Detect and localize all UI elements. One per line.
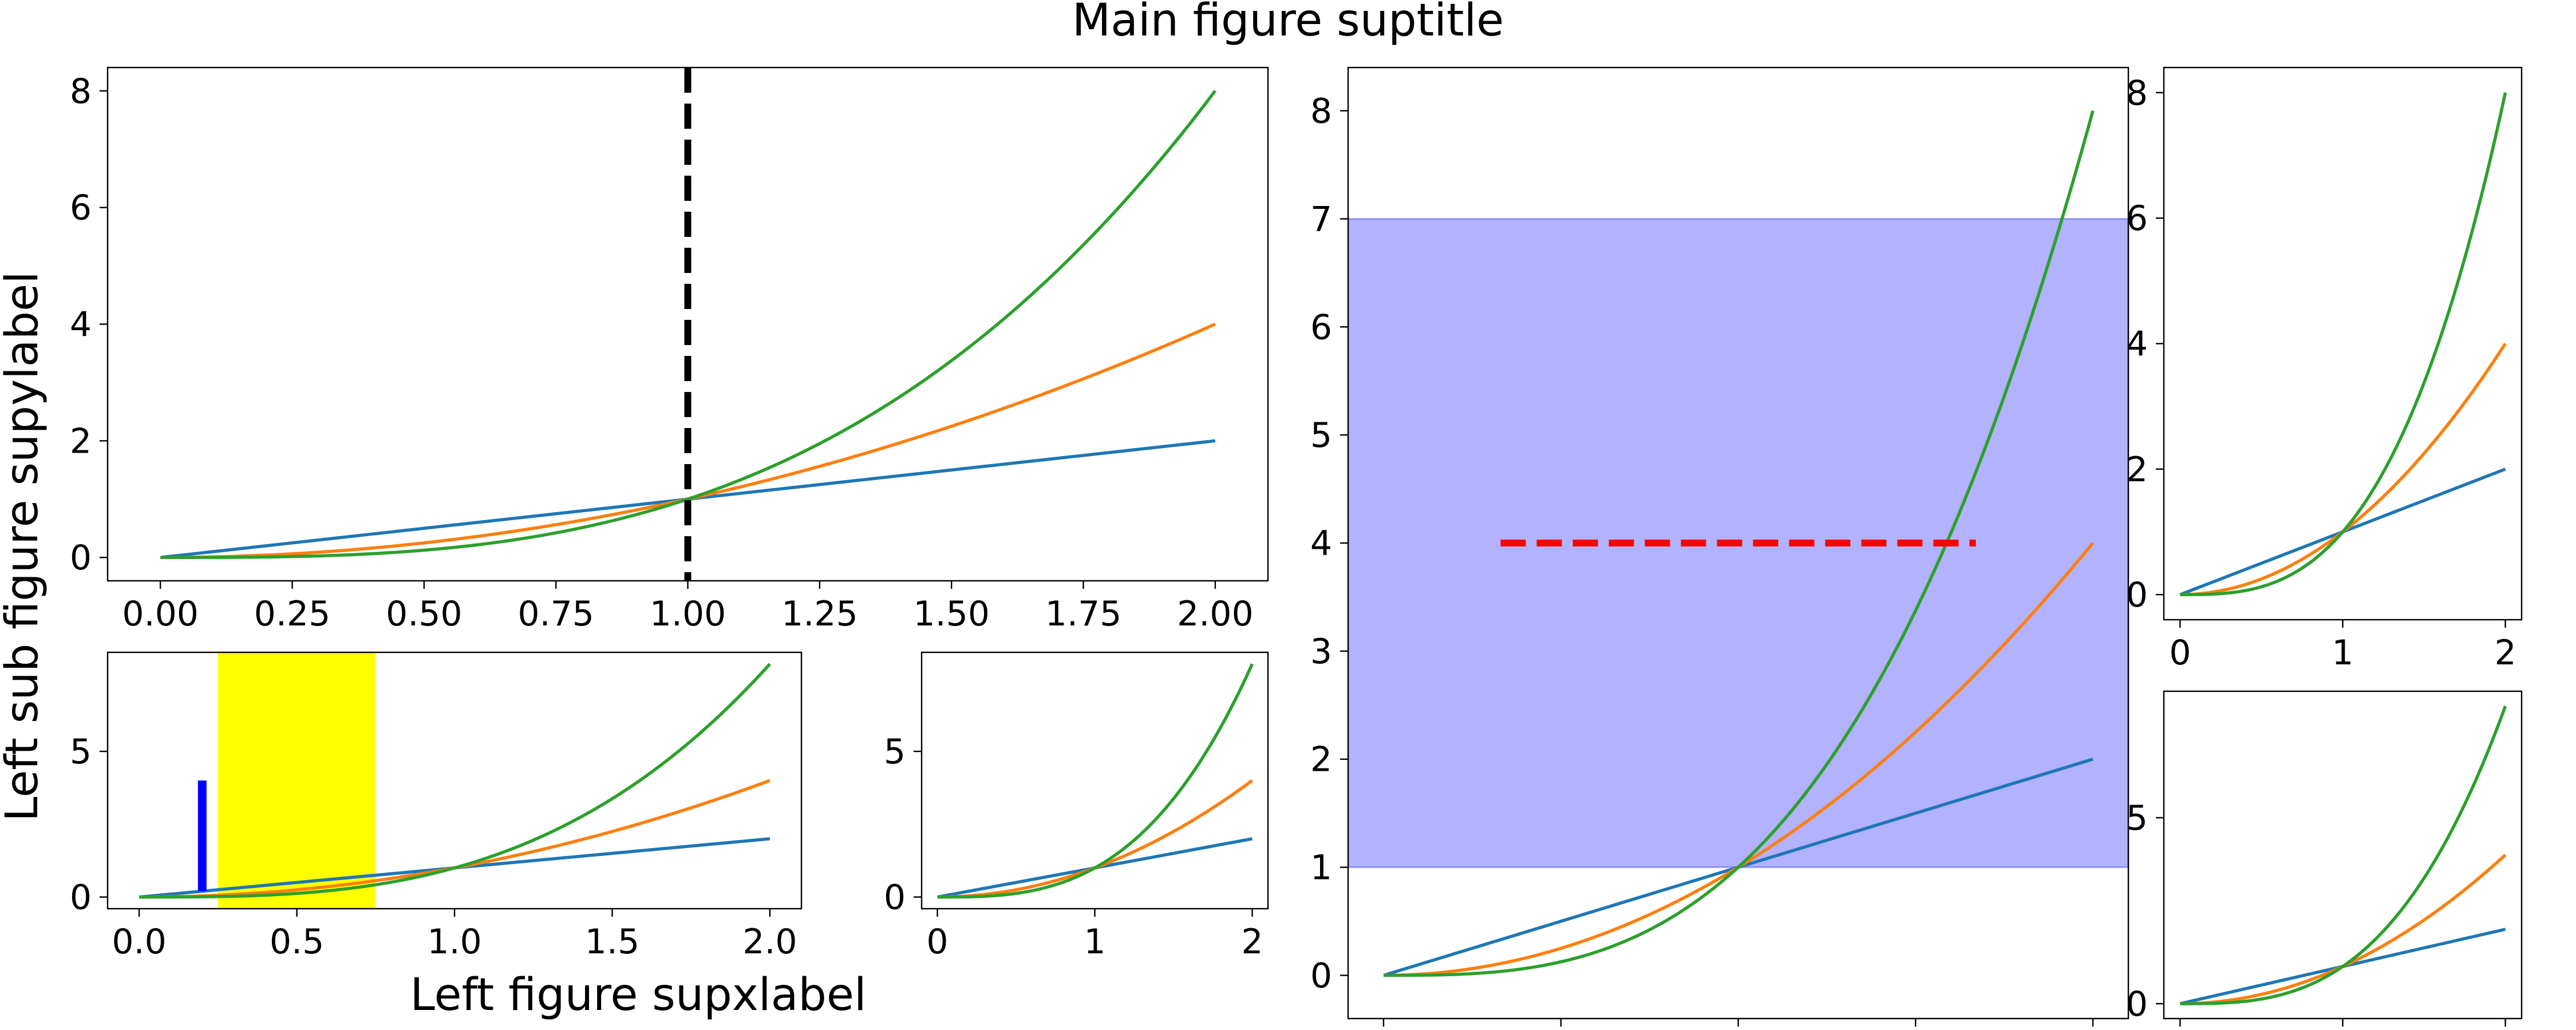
x-tick-label: 0.75 [517, 594, 594, 634]
axes-left_bottom_left: 0.0 0.5 1.0 1.5 2.0 0 5 [70, 651, 803, 962]
y-tick-label: 5 [1310, 415, 1332, 455]
axes-frame [2163, 690, 2523, 1020]
y-tick-label: 0 [884, 878, 906, 918]
y-tick-label: 6 [1310, 307, 1332, 347]
y-tick-label: 2 [70, 421, 92, 461]
x-tick-label: 1.75 [1045, 594, 1122, 634]
x-tick-label: 0.5 [270, 922, 324, 962]
y-tick-label: 2 [2126, 450, 2148, 490]
figure-suptitle: Main figure suptitle [1072, 0, 1504, 46]
y-tick-label: 5 [884, 732, 906, 772]
series-line-2 [2180, 343, 2507, 596]
axes-frame [2163, 66, 2523, 621]
plot-area [139, 652, 771, 909]
series-line-3 [2180, 706, 2507, 1005]
plot-area [1348, 110, 2128, 977]
x-tick-label: 2.0 [742, 922, 797, 962]
axes-middle: 0.00.51.01.52.0012345678 [1310, 66, 2129, 1027]
x-tick-label: 1 [2332, 633, 2353, 673]
y-tick-label: 4 [1310, 524, 1332, 564]
x-tick-label: 1.50 [913, 594, 990, 634]
x-tick-label: 1.00 [650, 594, 726, 634]
x-tick-label: 1.5 [585, 922, 639, 962]
y-tick-label: 0 [70, 878, 92, 918]
y-tick-label: 5 [70, 732, 92, 772]
x-tick-label: 1 [1084, 922, 1105, 962]
x-tick-label: 0 [2169, 633, 2191, 673]
series-line-2 [937, 779, 1254, 899]
y-tick-label: 8 [1310, 92, 1332, 132]
axes-frame [920, 651, 1269, 910]
y-tick-label: 5 [2126, 798, 2148, 838]
y-tick-label: 6 [70, 188, 92, 228]
left-supxlabel: Left figure supxlabel [410, 969, 866, 1021]
axes-left_top: 0.00 0.25 0.50 0.75 1.00 1.25 1.50 1.75 2.00 0 2 4 6… [70, 66, 1269, 634]
y-tick-label: 4 [2126, 324, 2148, 365]
x-tick-label: 0 [926, 922, 948, 962]
y-tick-label: 8 [70, 72, 92, 112]
axes-frame [106, 651, 803, 910]
subplots: 0.00 0.25 0.50 0.75 1.00 1.25 1.50 1.75 2.000246… [70, 66, 2523, 1027]
axes-left_bottom_right: 0 1 2 0 5 [884, 651, 1269, 962]
x-tick-label: 0.50 [386, 594, 463, 634]
y-tick-label: 2 [1310, 740, 1332, 780]
y-tick-label: 0 [1310, 956, 1332, 996]
series-line-3 [2180, 92, 2507, 596]
series-line-3 [139, 663, 771, 899]
plot-area [937, 663, 1254, 899]
y-tick-label: 0 [2126, 984, 2148, 1024]
y-tick-label: 0 [70, 538, 92, 578]
y-tick-label: 3 [1310, 632, 1332, 672]
x-tick-label: 2.00 [1177, 594, 1254, 634]
plot-area [2179, 92, 2507, 596]
axes-right_top: 0 1 2 0 2 4 6 8 [2126, 66, 2523, 673]
y-tick-label: 7 [1310, 199, 1332, 239]
x-tick-label: 0.00 [122, 594, 199, 634]
x-tick-label: 2 [2494, 633, 2516, 673]
vertical-span [218, 652, 376, 909]
y-tick-label: 1 [1310, 848, 1332, 888]
x-tick-label: 1.25 [781, 594, 858, 634]
x-tick-label: 0.0 [112, 922, 166, 962]
series-line-2 [2180, 853, 2507, 1005]
plot-area [2179, 706, 2507, 1005]
x-tick-label: 0.25 [254, 594, 331, 634]
y-tick-label: 0 [2126, 575, 2148, 615]
y-tick-label: 8 [2126, 73, 2148, 113]
series-line-3 [1383, 110, 2095, 977]
series-line-3 [937, 663, 1254, 899]
y-tick-label: 6 [2126, 199, 2148, 239]
y-tick-label: 4 [70, 305, 92, 345]
x-tick-label: 1.0 [427, 922, 481, 962]
left-supylabel: Left sub figure supylabel [0, 271, 48, 822]
plot-area [160, 68, 1217, 581]
x-tick-label: 2 [1241, 922, 1263, 962]
series-line-3 [160, 90, 1217, 559]
